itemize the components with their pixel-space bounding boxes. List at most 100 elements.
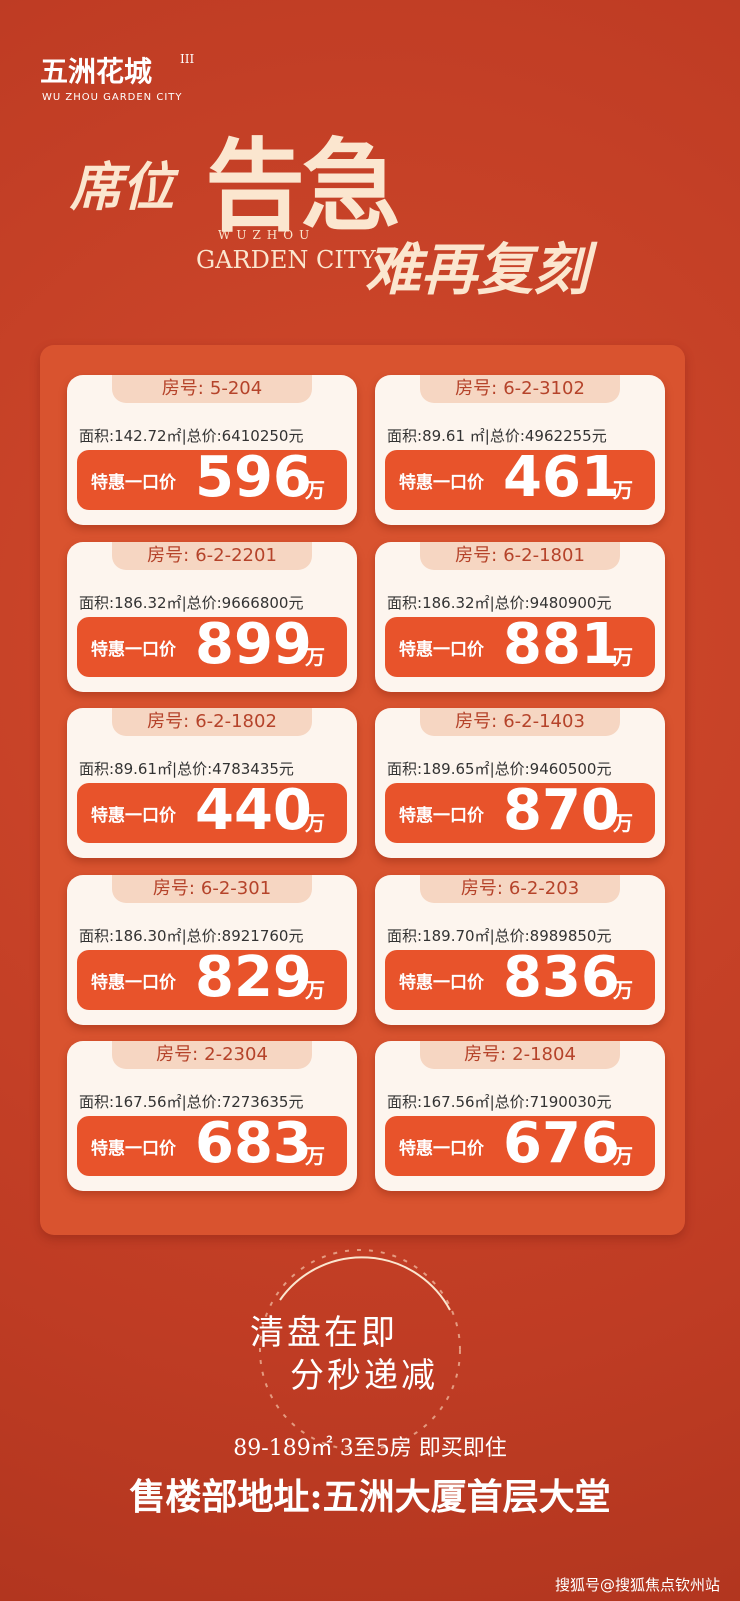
info-row: 面积:186.30㎡|总价:8921760元: [79, 925, 303, 946]
room-tab: 房号: 6-2-1403: [420, 708, 620, 736]
total-value: 7190030元: [529, 1093, 612, 1111]
room-tab: 房号: 6-2-301: [112, 875, 312, 903]
area-label: 面积:: [79, 594, 115, 612]
room-tab: 房号: 2-2304: [112, 1041, 312, 1069]
room-tab: 房号: 5-204: [112, 375, 312, 403]
area-value: 186.32㎡: [114, 594, 182, 612]
total-value: 4962255元: [524, 427, 607, 445]
room-label: 房号:: [455, 711, 498, 732]
area-value: 189.65㎡: [422, 760, 490, 778]
area-label: 面积:: [79, 427, 115, 445]
room-number: 6-2-203: [508, 878, 580, 899]
area-label: 面积:: [387, 927, 423, 945]
area-label: 面积:: [387, 427, 423, 445]
price-card: 房号: 6-2-1802 面积:89.61㎡|总价:4783435元 特惠一口价 440…: [67, 708, 357, 858]
total-label: |总价:: [489, 927, 530, 945]
price-card: 房号: 6-2-3102 面积:89.61 ㎡|总价:4962255元 特惠一口价 46…: [375, 375, 665, 525]
total-value: 8921760元: [221, 927, 304, 945]
room-number: 2-2304: [204, 1044, 268, 1065]
price-card: 房号: 2-2304 面积:167.56㎡|总价:7273635元 特惠一口价 683 万: [67, 1041, 357, 1191]
room-label: 房号:: [156, 1044, 199, 1065]
room-tab: 房号: 6-2-2201: [112, 542, 312, 570]
total-value: 6410250元: [221, 427, 304, 445]
area-label: 面积:: [387, 760, 423, 778]
area-label: 面积:: [387, 594, 423, 612]
offer-label: 特惠一口价: [399, 806, 484, 826]
total-label: |总价:: [484, 427, 525, 445]
area-label: 面积:: [79, 760, 115, 778]
room-number: 6-2-1802: [195, 711, 277, 732]
room-label: 房号:: [455, 545, 498, 566]
footer-line1: 清盘在即: [250, 1313, 398, 1353]
price-unit: 万: [305, 478, 325, 502]
price-unit: 万: [305, 645, 325, 669]
info-row: 面积:142.72㎡|总价:6410250元: [79, 425, 303, 446]
room-number: 6-2-301: [200, 878, 272, 899]
area-value: 189.70㎡: [422, 927, 490, 945]
offer-bar: 特惠一口价 683 万: [77, 1112, 347, 1176]
info-row: 面积:186.32㎡|总价:9480900元: [387, 592, 611, 613]
offer-bar: 特惠一口价 596 万: [77, 446, 347, 510]
offer-label: 特惠一口价: [399, 640, 484, 660]
price-unit: 万: [305, 811, 325, 835]
offer-label: 特惠一口价: [91, 806, 176, 826]
price-card: 房号: 6-2-1403 面积:189.65㎡|总价:9460500元 特惠一口价 87…: [375, 708, 665, 858]
info-row: 面积:89.61 ㎡|总价:4962255元: [387, 425, 607, 446]
total-value: 7273635元: [221, 1093, 304, 1111]
total-label: |总价:: [181, 1093, 222, 1111]
total-label: |总价:: [181, 427, 222, 445]
total-value: 9666800元: [221, 594, 304, 612]
info-row: 面积:186.32㎡|总价:9666800元: [79, 592, 303, 613]
room-number: 6-2-2201: [195, 545, 277, 566]
offer-label: 特惠一口价: [91, 1139, 176, 1159]
price-unit: 万: [613, 1144, 633, 1168]
price-card: 房号: 6-2-2201 面积:186.32㎡|总价:9666800元 特惠一口价 89…: [67, 542, 357, 692]
footer-address: 售楼部地址:五洲大厦首层大堂: [129, 1476, 611, 1518]
area-label: 面积:: [79, 927, 115, 945]
room-number: 6-2-3102: [503, 378, 585, 399]
area-value: 89.61㎡: [114, 760, 173, 778]
total-value: 8989850元: [529, 927, 612, 945]
offer-label: 特惠一口价: [399, 473, 484, 493]
offer-price: 461: [503, 445, 620, 510]
area-value: 186.32㎡: [422, 594, 490, 612]
offer-price: 881: [503, 612, 620, 677]
area-value: 167.56㎡: [114, 1093, 182, 1111]
room-number: 2-1804: [512, 1044, 576, 1065]
info-row: 面积:89.61㎡|总价:4783435元: [79, 758, 294, 779]
room-label: 房号:: [147, 545, 190, 566]
total-value: 9460500元: [529, 760, 612, 778]
offer-label: 特惠一口价: [91, 640, 176, 660]
total-value: 4783435元: [212, 760, 294, 778]
offer-bar: 特惠一口价 440 万: [77, 779, 347, 843]
offer-price: 596: [195, 445, 312, 510]
offer-bar: 特惠一口价 676 万: [385, 1112, 655, 1176]
offer-bar: 特惠一口价 829 万: [77, 946, 347, 1010]
price-card: 房号: 6-2-1801 面积:186.32㎡|总价:9480900元 特惠一口价 88…: [375, 542, 665, 692]
offer-bar: 特惠一口价 881 万: [385, 613, 655, 677]
headline-en-small: WUZHOU: [218, 228, 316, 242]
offer-bar: 特惠一口价 461 万: [385, 446, 655, 510]
headline-left: 席位: [70, 158, 175, 218]
total-label: |总价:: [181, 594, 222, 612]
headline-main: 告急: [205, 128, 401, 245]
info-row: 面积:167.56㎡|总价:7190030元: [387, 1091, 611, 1112]
room-label: 房号:: [464, 1044, 507, 1065]
offer-price: 440: [195, 778, 312, 843]
brand-name: 五洲花城: [40, 55, 153, 88]
brand-phase: III: [180, 52, 195, 66]
room-label: 房号:: [161, 378, 204, 399]
info-row: 面积:189.65㎡|总价:9460500元: [387, 758, 611, 779]
area-label: 面积:: [387, 1093, 423, 1111]
price-card: 房号: 2-1804 面积:167.56㎡|总价:7190030元 特惠一口价 676 万: [375, 1041, 665, 1191]
headline-sub: 难再复刻: [365, 238, 589, 303]
footer-line2: 分秒递减: [290, 1356, 438, 1396]
offer-bar: 特惠一口价 899 万: [77, 613, 347, 677]
room-tab: 房号: 6-2-203: [420, 875, 620, 903]
room-label: 房号:: [152, 878, 195, 899]
price-card: 房号: 6-2-301 面积:186.30㎡|总价:8921760元 特惠一口价 829…: [67, 875, 357, 1025]
total-label: |总价:: [489, 594, 530, 612]
price-unit: 万: [305, 978, 325, 1002]
price-card: 房号: 6-2-203 面积:189.70㎡|总价:8989850元 特惠一口价 836…: [375, 875, 665, 1025]
